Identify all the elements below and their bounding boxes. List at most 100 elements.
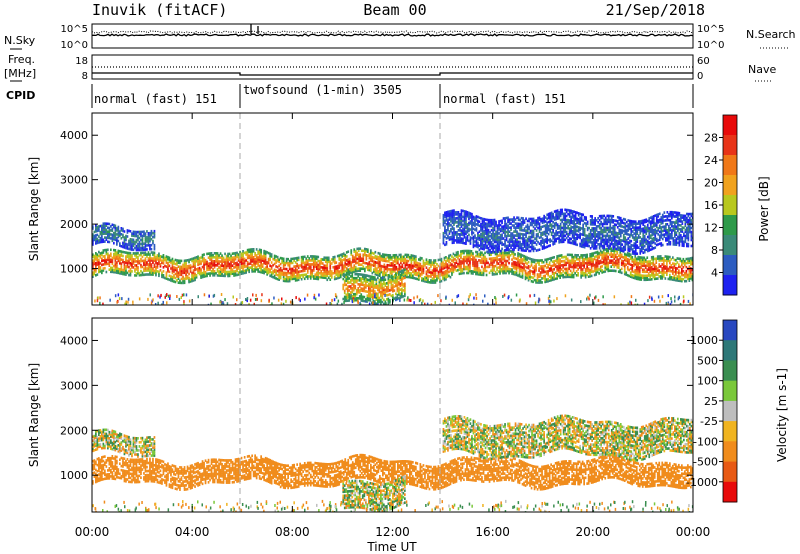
heatmap-cell [486, 238, 488, 242]
heatmap-cell [459, 235, 461, 238]
heatmap-cell [602, 262, 605, 266]
heatmap-cell [380, 256, 383, 260]
heatmap-cell [573, 226, 575, 230]
heatmap-cell [210, 254, 213, 257]
heatmap-cell [410, 256, 413, 259]
heatmap-cell [237, 257, 240, 260]
heatmap-cell [288, 271, 291, 275]
heatmap-cell [182, 271, 184, 275]
heatmap-cell [548, 269, 551, 272]
heatmap-cell [457, 268, 459, 272]
heatmap-cell [457, 217, 460, 220]
heatmap-cell [524, 269, 527, 273]
heatmap-cell [379, 256, 381, 259]
heatmap-cell [108, 232, 111, 236]
heatmap-cell [644, 270, 647, 274]
heatmap-cell [306, 263, 309, 266]
heatmap-cell [489, 248, 491, 252]
heatmap-cell [563, 259, 566, 263]
heatmap-cell [591, 245, 593, 248]
heatmap-cell [104, 240, 106, 243]
heatmap-cell [144, 273, 147, 276]
heatmap-cell [200, 272, 202, 275]
heatmap-cell [517, 242, 520, 246]
heatmap-cell [575, 270, 578, 273]
heatmap-cell [258, 250, 261, 254]
heatmap-cell [598, 252, 600, 255]
heatmap-cell [585, 240, 587, 243]
heatmap-cell [257, 260, 259, 263]
heatmap-cell [589, 219, 592, 222]
heatmap-cell [383, 265, 386, 269]
heatmap-cell [534, 223, 536, 226]
heatmap-cell [99, 232, 102, 236]
heatmap-cell [261, 263, 264, 266]
heatmap-cell [135, 248, 138, 252]
heatmap-cell [610, 265, 613, 268]
heatmap-cell [509, 250, 512, 253]
heatmap-cell [188, 266, 190, 270]
heatmap-cell [673, 270, 676, 274]
heatmap-cell [669, 277, 671, 281]
heatmap-cell [397, 267, 399, 271]
heatmap-cell [335, 269, 338, 272]
heatmap-cell [487, 240, 490, 244]
heatmap-cell [350, 253, 353, 256]
heatmap-cell [425, 262, 428, 265]
heatmap-cell [541, 241, 544, 244]
heatmap-cell [517, 256, 519, 259]
heatmap-cell [535, 239, 538, 242]
heatmap-cell [517, 240, 520, 244]
heatmap-cell [661, 263, 664, 266]
heatmap-cell [499, 227, 502, 231]
heatmap-cell [473, 266, 476, 269]
heatmap-cell [412, 256, 414, 260]
heatmap-cell [481, 253, 483, 257]
heatmap-cell [303, 261, 306, 265]
heatmap-cell [617, 258, 620, 261]
heatmap-cell [221, 258, 223, 261]
heatmap-cell [453, 211, 455, 214]
heatmap-cell [290, 273, 292, 277]
heatmap-cell [269, 270, 271, 274]
heatmap-cell [303, 273, 306, 277]
heatmap-cell [517, 248, 520, 252]
heatmap-cell [611, 253, 614, 256]
heatmap-cell [506, 251, 509, 255]
freq-tick-bottom: 8 [82, 71, 88, 82]
heatmap-cell [437, 258, 440, 262]
heatmap-cell [670, 266, 673, 269]
heatmap-cell [614, 269, 617, 273]
heatmap-cell [443, 272, 446, 276]
heatmap-cell [392, 270, 395, 273]
heatmap-cell [484, 230, 487, 233]
heatmap-cell [489, 224, 491, 228]
heatmap-cell [658, 271, 661, 274]
heatmap-cell [506, 255, 509, 259]
heatmap-cell [483, 239, 485, 243]
heatmap-cell [99, 270, 102, 273]
heatmap-cell [511, 244, 514, 247]
heatmap-cell [495, 238, 497, 242]
heatmap-cell [581, 254, 584, 257]
heatmap-cell [389, 270, 392, 273]
heatmap-cell [305, 273, 308, 276]
heatmap-cell [607, 246, 610, 250]
heatmap-cell [570, 241, 572, 245]
heatmap-cell [566, 269, 569, 273]
heatmap-cell [149, 257, 151, 260]
heatmap-cell [101, 240, 103, 244]
heatmap-cell [586, 226, 589, 230]
heatmap-cell [586, 265, 588, 269]
heatmap-cell [300, 257, 303, 261]
heatmap-cell [499, 268, 501, 271]
heatmap-cell [568, 213, 571, 216]
heatmap-cell [684, 275, 686, 279]
heatmap-cell [144, 267, 147, 270]
heatmap-cell [450, 229, 452, 233]
heatmap-cell [138, 259, 141, 263]
heatmap-cell [465, 218, 467, 221]
heatmap-cell [104, 254, 106, 258]
heatmap-cell [365, 250, 368, 253]
heatmap-cell [635, 277, 638, 281]
